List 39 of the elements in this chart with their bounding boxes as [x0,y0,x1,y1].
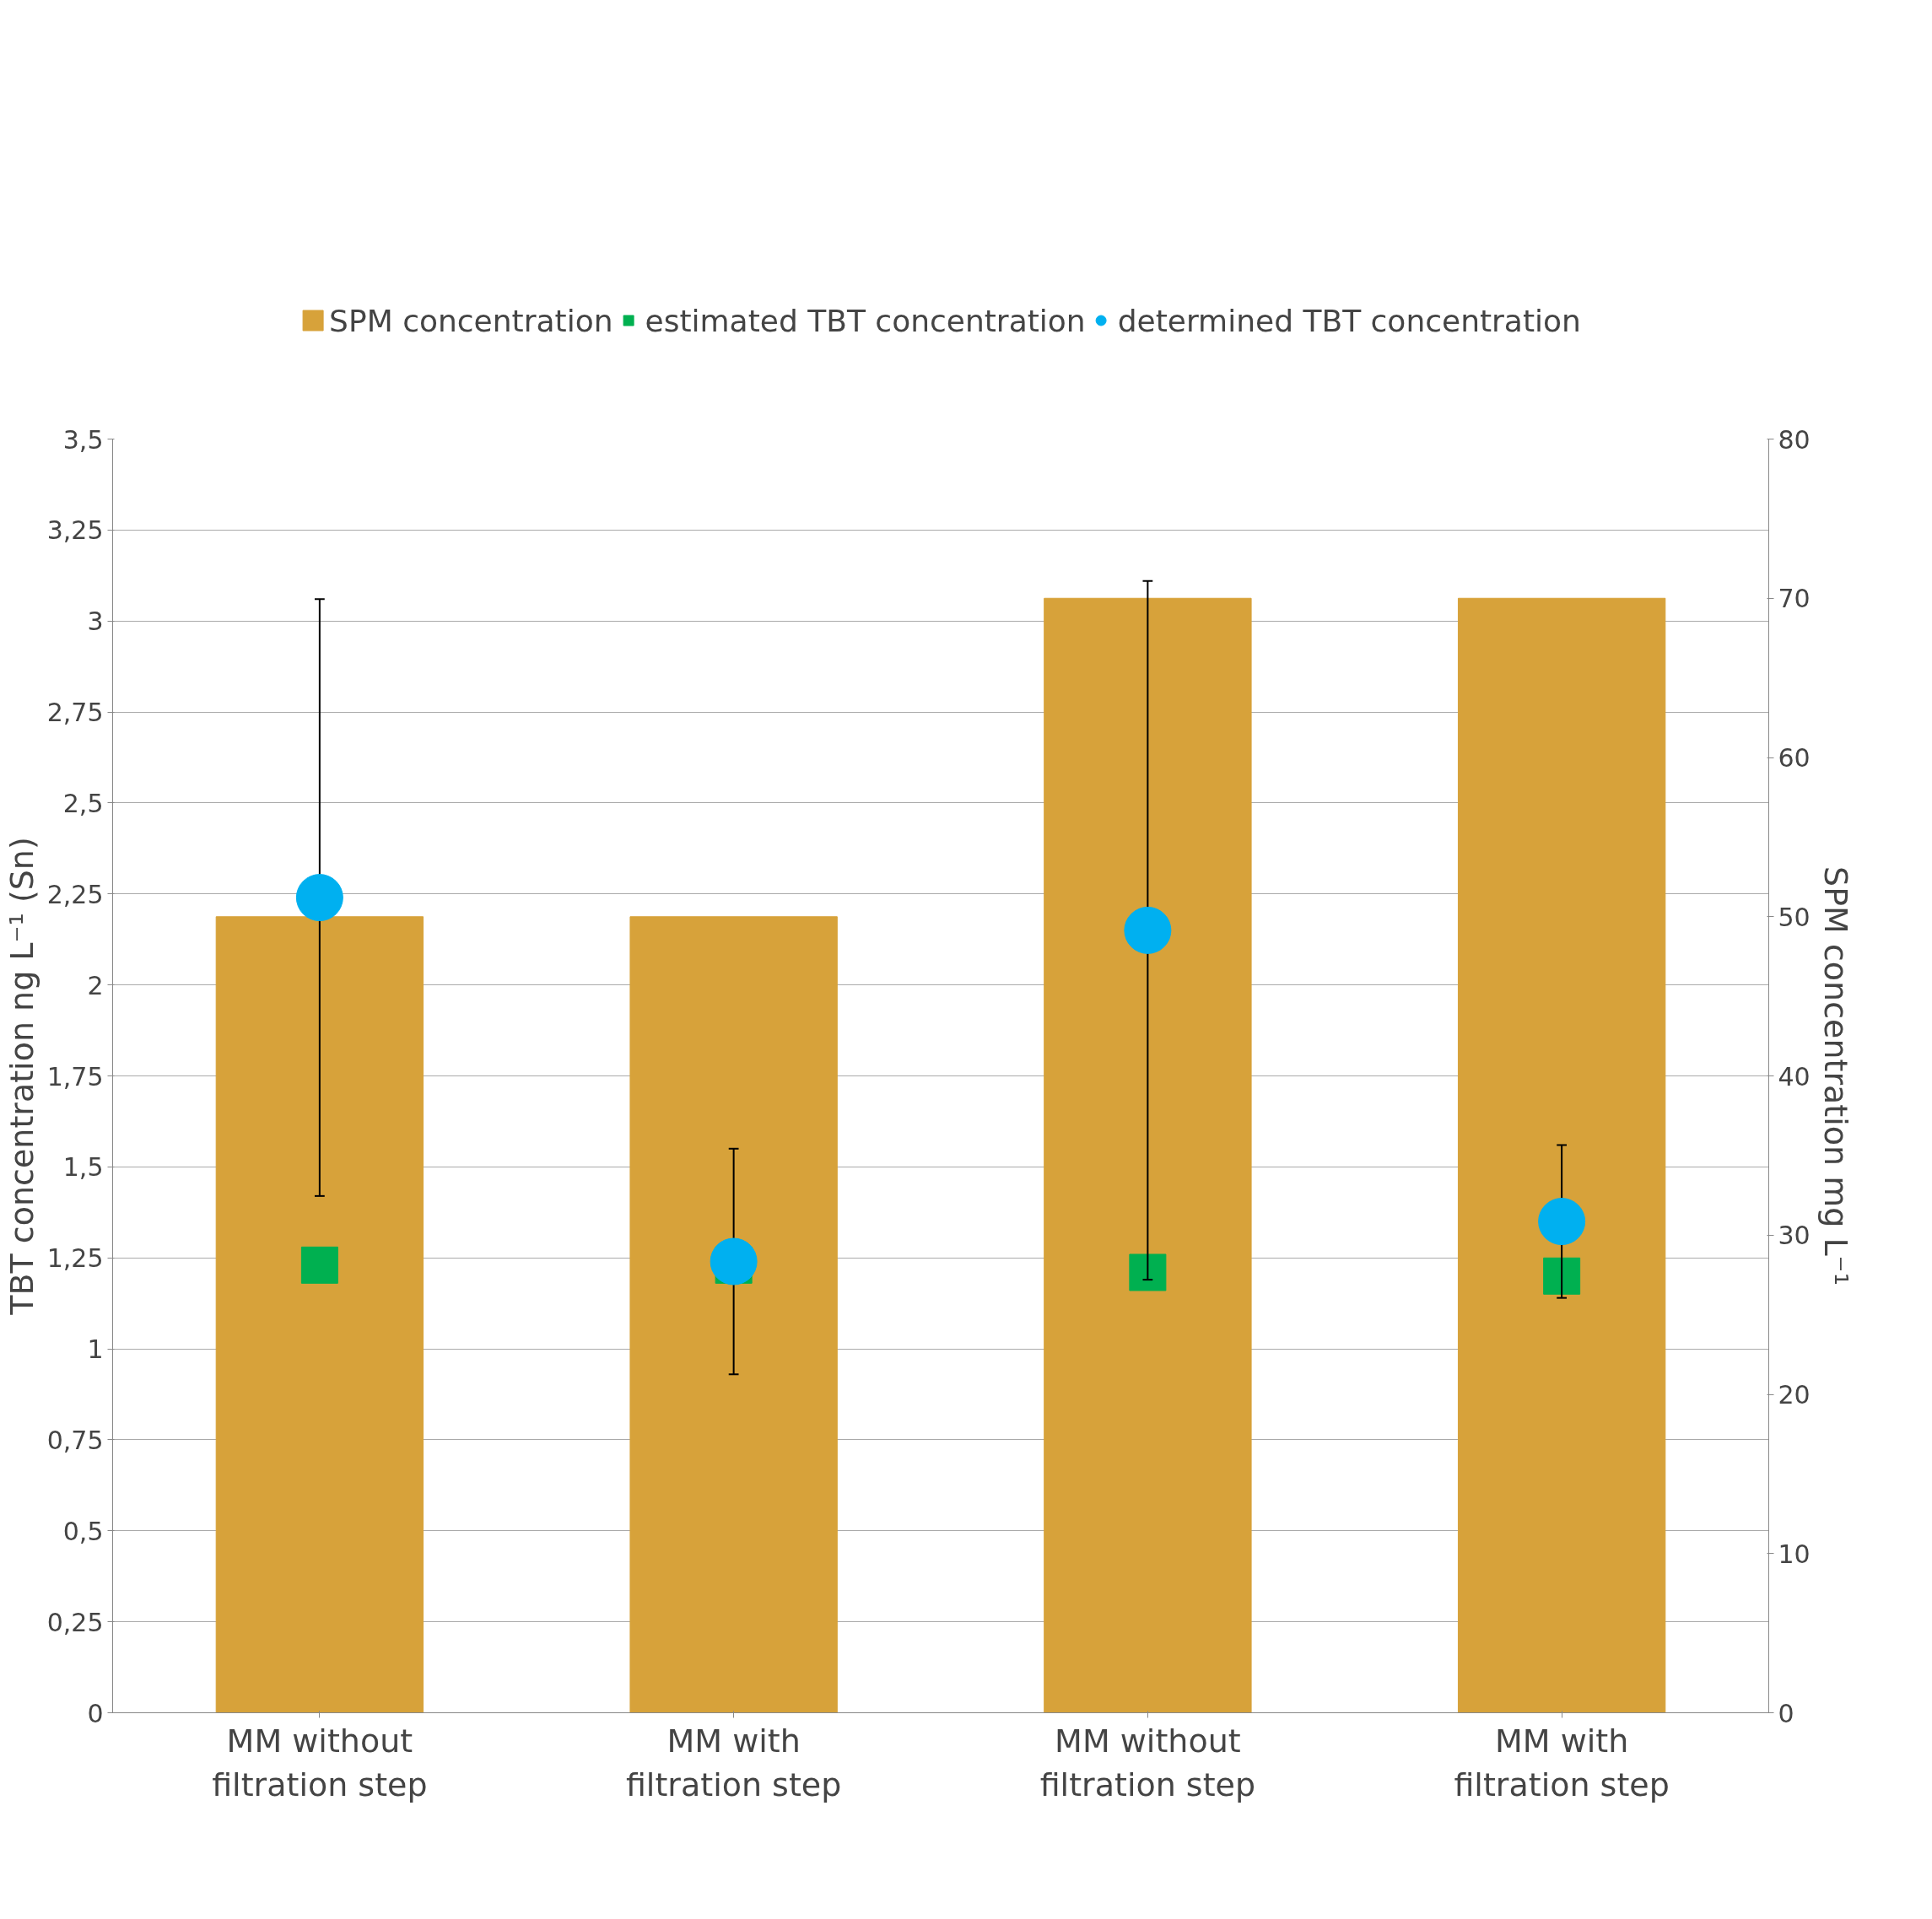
x-tick-label: MM without filtration step [1039,1722,1256,1804]
y2-tick-label: 10 [1778,1539,1811,1569]
y2-tick-label: 80 [1778,424,1811,455]
y-tick-label: 2,5 [62,788,104,818]
point [1538,1198,1586,1246]
y-tick-label: 3,25 [46,515,104,546]
point [1129,1253,1167,1291]
y-tick-label: 1 [87,1334,104,1365]
y-tick-label: 1,25 [46,1243,104,1274]
legend-label: determined TBT concentration [1117,303,1581,338]
y-tick-label: 1,5 [62,1152,104,1183]
x-tick-label: MM without filtration step [212,1722,428,1804]
y2-tick-label: 60 [1778,743,1811,773]
y-tick-label: 1,75 [46,1061,104,1092]
legend-label: SPM concentration [329,303,613,338]
y-tick-label: 2,25 [46,879,104,909]
y2-tick-label: 70 [1778,584,1811,614]
y-tick-label: 0,25 [46,1607,104,1637]
y-axis-title: TBT concentration ng L⁻¹ (Sn) [3,837,40,1316]
y-tick-label: 2 [87,970,104,1000]
point [1124,906,1172,954]
x-tick-label: MM with filtration step [1454,1722,1670,1804]
y2-tick-label: 0 [1778,1698,1794,1728]
y2-tick-label: 20 [1778,1380,1811,1410]
y-tick-label: 3,5 [62,424,104,455]
point [300,1246,338,1284]
legend-label: estimated TBT concentration [645,303,1086,338]
y-tick-label: 3 [87,606,104,637]
y-tick-label: 0,75 [46,1425,104,1455]
y-tick-label: 0 [87,1698,104,1728]
y2-tick-label: 40 [1778,1061,1811,1092]
x-tick-label: MM with filtration step [625,1722,842,1804]
y2-tick-label: 30 [1778,1221,1811,1251]
y-tick-label: 2,75 [46,698,104,728]
y2-tick-label: 50 [1778,902,1811,932]
point [1543,1257,1581,1295]
point [295,874,343,922]
y2-axis-title: SPM concentration mg L⁻¹ [1816,866,1854,1286]
y-tick-label: 0,5 [62,1516,104,1546]
